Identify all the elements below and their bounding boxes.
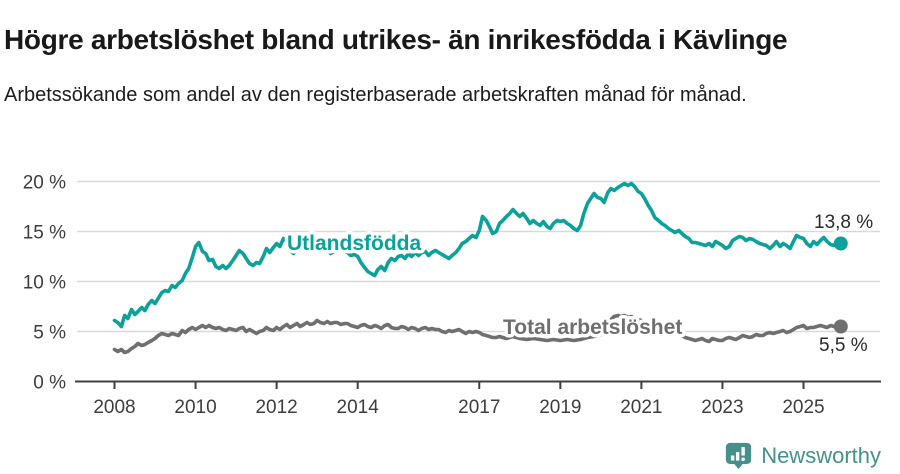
newsworthy-logo: Newsworthy	[725, 442, 881, 469]
x-tick-label: 2019	[539, 397, 581, 418]
foreign-born-end-dot	[833, 236, 848, 251]
total-end-dot	[833, 319, 848, 334]
x-tick-label: 2021	[620, 397, 662, 418]
foreign-born-line	[112, 181, 843, 329]
foreign-born-end-value: 13,8 %	[814, 212, 873, 233]
x-tick-label: 2014	[337, 397, 380, 418]
x-tick-label: 2025	[782, 397, 824, 418]
total-series-label: Total arbetslöshet	[503, 316, 682, 339]
x-tick-label: 2023	[701, 397, 743, 418]
y-tick-label: 5 %	[33, 323, 66, 344]
newsworthy-logo-text: Newsworthy	[761, 442, 881, 468]
chart-title: Högre arbetslöshet bland utrikes- än inr…	[4, 23, 788, 55]
x-tick-label: 2010	[174, 397, 216, 418]
y-tick-label: 15 %	[23, 223, 66, 244]
total-unemployment-line	[112, 313, 843, 355]
y-tick-label: 10 %	[23, 273, 66, 294]
newsworthy-logo-icon	[726, 442, 752, 469]
foreign-born-series-label: Utlandsfödda	[287, 232, 421, 255]
y-tick-label: 0 %	[33, 373, 66, 394]
x-tick-label: 2012	[255, 397, 297, 418]
chart-subtitle: Arbetssökande som andel av den registerb…	[4, 84, 747, 106]
total-end-value: 5,5 %	[819, 335, 868, 356]
y-tick-label: 20 %	[23, 173, 66, 194]
x-tick-label: 2008	[93, 397, 135, 418]
x-tick-label: 2017	[458, 397, 500, 418]
